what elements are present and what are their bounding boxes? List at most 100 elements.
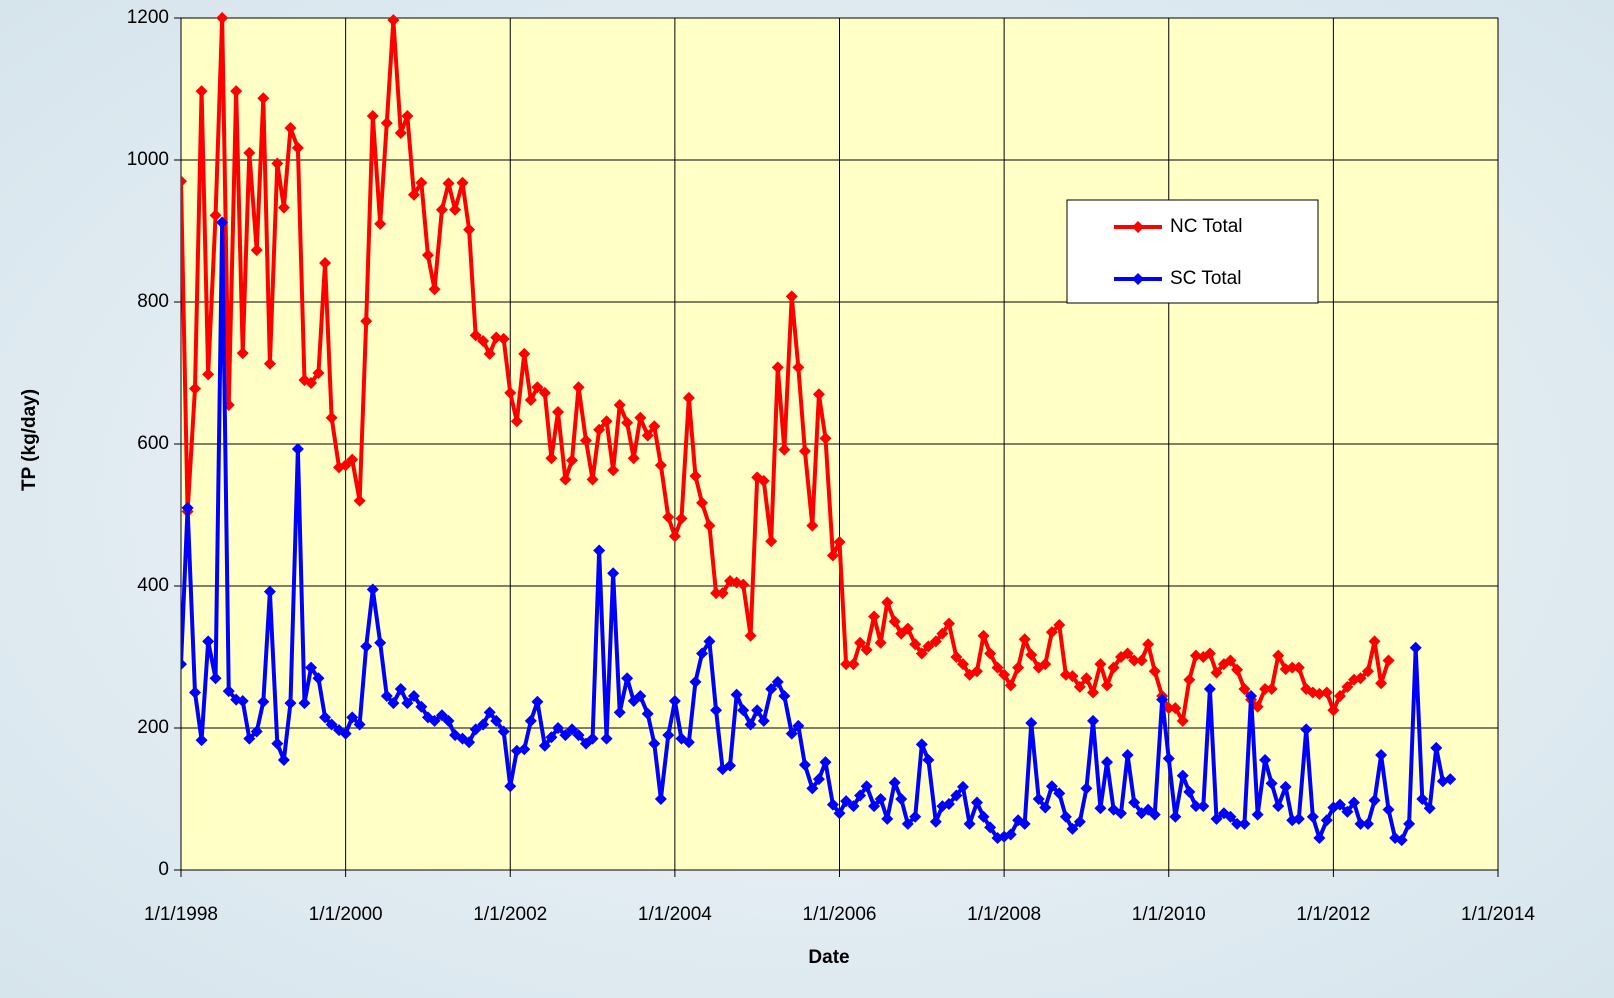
- point-marker: [380, 117, 393, 130]
- point-marker: [394, 682, 407, 695]
- point-marker: [374, 217, 387, 230]
- point-marker: [1320, 814, 1333, 827]
- point-marker: [826, 798, 839, 811]
- point-marker: [792, 719, 805, 732]
- point-marker: [1300, 723, 1313, 736]
- point-marker: [689, 469, 702, 482]
- point-marker: [477, 335, 490, 348]
- point-marker: [744, 629, 757, 642]
- point-marker: [366, 109, 379, 122]
- point-marker: [271, 737, 284, 750]
- point-marker: [572, 729, 585, 742]
- point-marker: [1107, 661, 1120, 674]
- point-marker: [771, 361, 784, 374]
- point-marker: [1169, 810, 1182, 823]
- point-marker: [1292, 812, 1305, 825]
- point-marker: [1251, 700, 1264, 713]
- point-marker: [1423, 802, 1436, 815]
- point-marker: [559, 729, 572, 742]
- point-marker: [744, 718, 757, 731]
- point-marker: [250, 725, 263, 738]
- point-marker: [703, 519, 716, 532]
- point-marker: [415, 176, 428, 189]
- point-marker: [1361, 817, 1374, 830]
- point-marker: [277, 753, 290, 766]
- point-marker: [387, 697, 400, 710]
- point-marker: [277, 201, 290, 214]
- point-marker: [847, 800, 860, 813]
- point-marker: [504, 780, 517, 793]
- point-marker: [1189, 800, 1202, 813]
- point-marker: [1045, 626, 1058, 639]
- y-axis-label: TP (kg/day): [19, 389, 40, 491]
- point-marker: [1012, 661, 1025, 674]
- point-marker: [710, 704, 723, 717]
- point-marker: [1183, 673, 1196, 686]
- point-marker: [1313, 832, 1326, 845]
- point-marker: [257, 695, 270, 708]
- point-marker: [1148, 808, 1161, 821]
- point-marker: [1018, 633, 1031, 646]
- legend-label: NC Total: [1170, 216, 1243, 237]
- point-marker: [840, 795, 853, 808]
- point-marker: [188, 686, 201, 699]
- point-marker: [586, 473, 599, 486]
- point-marker: [847, 658, 860, 671]
- point-marker: [312, 672, 325, 685]
- point-marker: [922, 753, 935, 766]
- x-tick-label: 1/1/2004: [638, 904, 712, 925]
- point-marker: [586, 732, 599, 745]
- point-marker: [648, 737, 661, 750]
- point-marker: [888, 615, 901, 628]
- point-marker: [1025, 648, 1038, 661]
- x-tick-label: 1/1/2014: [1461, 904, 1535, 925]
- point-marker: [1018, 817, 1031, 830]
- point-marker: [531, 381, 544, 394]
- point-marker: [613, 706, 626, 719]
- point-marker: [826, 549, 839, 562]
- point-marker: [325, 411, 338, 424]
- point-marker: [778, 443, 791, 456]
- point-marker: [922, 640, 935, 653]
- point-marker: [984, 647, 997, 660]
- point-marker: [854, 636, 867, 649]
- point-marker: [840, 658, 853, 671]
- point-marker: [483, 706, 496, 719]
- point-marker: [1142, 638, 1155, 651]
- point-marker: [648, 420, 661, 433]
- point-marker: [181, 175, 187, 188]
- point-marker: [1080, 672, 1093, 685]
- point-marker: [895, 793, 908, 805]
- point-marker: [271, 157, 284, 170]
- point-marker: [428, 714, 441, 727]
- y-tick-label: 400: [137, 575, 169, 596]
- point-marker: [689, 675, 702, 688]
- point-marker: [1045, 780, 1058, 793]
- point-marker: [1094, 658, 1107, 671]
- point-marker: [1094, 802, 1107, 815]
- point-marker: [1039, 658, 1052, 671]
- point-marker: [765, 535, 778, 548]
- point-marker: [757, 714, 770, 727]
- point-marker: [860, 780, 873, 793]
- point-marker: [469, 723, 482, 736]
- point-marker: [798, 445, 811, 458]
- point-marker: [956, 658, 969, 671]
- point-marker: [545, 452, 558, 465]
- y-tick-label: 800: [137, 291, 169, 312]
- point-marker: [1148, 665, 1161, 678]
- y-tick-label: 200: [137, 717, 169, 738]
- point-marker: [545, 731, 558, 744]
- point-marker: [284, 697, 297, 710]
- point-marker: [209, 672, 222, 685]
- point-marker: [442, 177, 455, 190]
- point-marker: [860, 643, 873, 656]
- point-marker: [833, 535, 846, 548]
- point-marker: [757, 474, 770, 487]
- point-marker: [1368, 794, 1381, 807]
- point-marker: [936, 627, 949, 640]
- point-marker: [1224, 654, 1237, 667]
- point-marker: [819, 756, 832, 769]
- point-marker: [716, 587, 729, 600]
- point-marker: [1183, 785, 1196, 798]
